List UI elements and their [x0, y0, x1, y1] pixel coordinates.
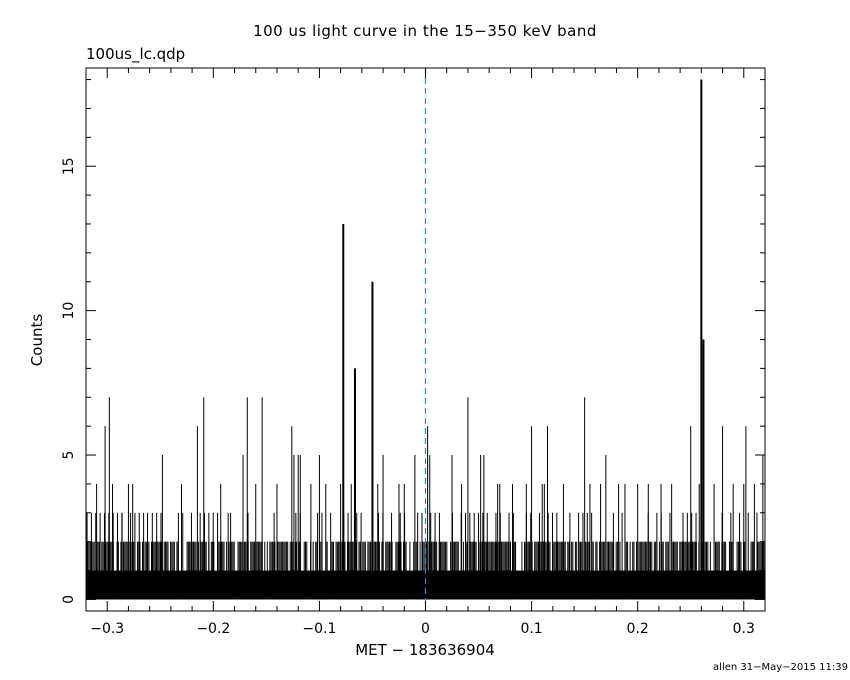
y-tick-label: 0 [61, 595, 77, 604]
x-tick-labels: −0.3 −0.2 −0.1 0 0.1 0.2 0.3 [90, 621, 755, 637]
axis-ticks [85, 68, 766, 611]
y-tick-labels: 0 5 10 15 [61, 157, 77, 604]
y-tick-label: 10 [61, 302, 77, 320]
x-tick-label: 0 [421, 621, 430, 637]
y-axis-label: Counts [28, 314, 46, 367]
y-tick-label: 5 [61, 451, 77, 460]
x-tick-label: −0.3 [90, 621, 124, 637]
y-tick-label: 15 [61, 157, 77, 175]
x-tick-label: 0.1 [520, 621, 542, 637]
x-tick-label: 0.2 [627, 621, 649, 637]
x-tick-label: 0.3 [733, 621, 755, 637]
x-tick-label: −0.2 [196, 621, 230, 637]
file-name-label: 100us_lc.qdp [86, 45, 186, 63]
x-tick-label: −0.1 [302, 621, 336, 637]
count-bars [86, 79, 765, 600]
footer-stamp: allen 31−May−2015 11:39 [713, 662, 848, 673]
x-axis-label: MET − 183636904 [355, 641, 495, 659]
chart-title: 100 us light curve in the 15−350 keV ban… [253, 22, 597, 40]
